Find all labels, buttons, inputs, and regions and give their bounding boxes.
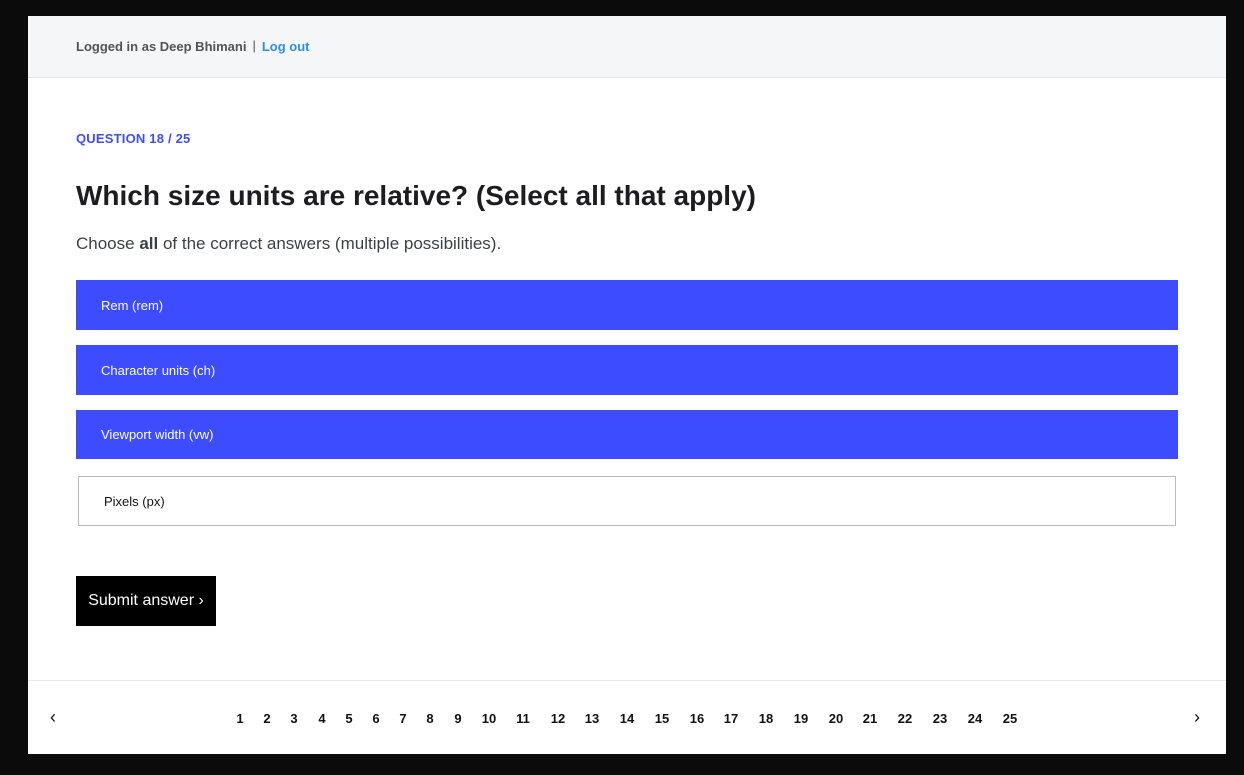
hint-prefix: Choose xyxy=(76,234,140,253)
page-link-7[interactable]: 7 xyxy=(399,711,407,726)
page-link-16[interactable]: 16 xyxy=(689,711,705,726)
pagination: ‹ 1 2 3 4 5 6 7 8 9 10 11 12 13 14 15 16 17 18 19 20 21 22 23 2… xyxy=(28,680,1226,754)
page-link-12[interactable]: 12 xyxy=(550,711,566,726)
hint-bold: all xyxy=(139,234,159,253)
answer-option-label: Rem (rem) xyxy=(101,297,164,313)
next-page-icon[interactable]: › xyxy=(1194,707,1200,727)
page-link-19[interactable]: 19 xyxy=(793,711,809,726)
page-link-9[interactable]: 9 xyxy=(454,711,462,726)
answer-option-px[interactable]: Pixels (px) xyxy=(78,476,1176,526)
logged-in-text: Logged in as Deep Bhimani xyxy=(76,39,247,54)
page-link-25[interactable]: 25 xyxy=(1002,711,1018,726)
question-title: Which size units are relative? (Select a… xyxy=(76,180,756,211)
question-counter: QUESTION 18 / 25 xyxy=(76,131,191,146)
page-link-14[interactable]: 14 xyxy=(619,711,635,726)
page-link-6[interactable]: 6 xyxy=(372,711,380,726)
logout-link[interactable]: Log out xyxy=(261,39,310,54)
answer-option-rem[interactable]: Rem (rem) xyxy=(76,280,1178,330)
page-link-8[interactable]: 8 xyxy=(426,711,434,726)
question-hint: Choose all of the correct answers (multi… xyxy=(76,234,501,254)
page-link-11[interactable]: 11 xyxy=(516,711,530,726)
page-link-23[interactable]: 23 xyxy=(932,711,948,726)
answer-option-ch[interactable]: Character units (ch) xyxy=(76,345,1178,395)
page-link-22[interactable]: 22 xyxy=(897,711,913,726)
page-link-20[interactable]: 20 xyxy=(828,711,844,726)
page-link-13[interactable]: 13 xyxy=(584,711,600,726)
page-link-18[interactable]: 18 xyxy=(758,711,774,726)
submit-answer-button[interactable]: Submit answer › xyxy=(76,576,216,626)
page-link-24[interactable]: 24 xyxy=(967,711,983,726)
top-bar: Logged in as Deep Bhimani | Log out xyxy=(28,16,1226,78)
separator: | xyxy=(252,38,256,53)
quiz-window: Logged in as Deep Bhimani | Log out QUES… xyxy=(28,16,1226,754)
answer-option-label: Viewport width (vw) xyxy=(101,427,214,442)
page-link-2[interactable]: 2 xyxy=(263,711,271,726)
answer-option-vw[interactable]: Viewport width (vw) xyxy=(76,410,1178,459)
page-link-3[interactable]: 3 xyxy=(290,711,298,726)
hint-suffix: of the correct answers (multiple possibi… xyxy=(158,234,502,253)
page-link-21[interactable]: 21 xyxy=(862,711,878,726)
page-link-1[interactable]: 1 xyxy=(236,711,244,726)
page-link-17[interactable]: 17 xyxy=(723,711,739,726)
page-link-10[interactable]: 10 xyxy=(481,711,497,726)
page-link-4[interactable]: 4 xyxy=(318,711,326,726)
prev-page-icon[interactable]: ‹ xyxy=(50,707,56,727)
answer-option-label: Character units (ch) xyxy=(101,362,216,378)
page-link-5[interactable]: 5 xyxy=(345,711,353,726)
page-link-15[interactable]: 15 xyxy=(654,711,670,726)
answer-option-label: Pixels (px) xyxy=(104,493,165,509)
